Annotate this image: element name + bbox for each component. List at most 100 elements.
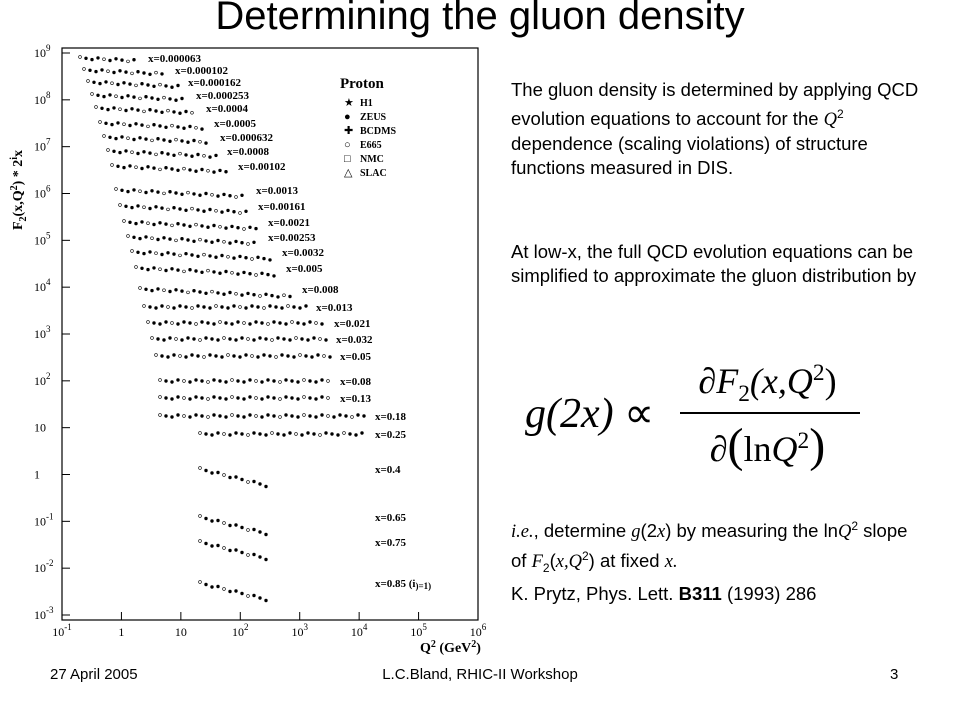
point-glyph <box>208 207 212 212</box>
tick-label: 102 <box>34 371 51 388</box>
point-glyph <box>154 251 158 255</box>
series-label-part: x=0.000063 <box>148 53 202 65</box>
legend-symbol: ✚ <box>344 125 353 137</box>
point-glyph <box>188 168 192 172</box>
point-glyph <box>248 225 252 230</box>
tick-base: 10 <box>351 625 363 639</box>
point-glyph <box>220 253 224 258</box>
tick-exponent: 2 <box>46 371 51 381</box>
point-glyph <box>194 126 198 130</box>
point-glyph <box>156 237 160 242</box>
point-glyph <box>260 397 264 401</box>
point-glyph <box>154 70 158 75</box>
point-glyph <box>182 223 186 227</box>
point-glyph <box>114 136 118 141</box>
point-glyph <box>256 305 260 309</box>
point-glyph <box>276 336 280 340</box>
point-glyph <box>356 413 360 417</box>
point-glyph <box>236 414 240 418</box>
point-glyph <box>216 470 220 475</box>
point-glyph <box>112 106 116 110</box>
point-glyph <box>186 336 190 340</box>
point-glyph <box>282 433 286 437</box>
tick-label: 108 <box>34 90 51 107</box>
point-glyph <box>204 141 208 145</box>
point-glyph <box>206 169 210 173</box>
point-glyph <box>246 480 250 484</box>
point-glyph <box>246 242 250 246</box>
point-glyph <box>152 166 156 170</box>
formula-part: ∂ <box>709 429 728 469</box>
point-glyph <box>188 321 192 325</box>
point-glyph <box>168 336 172 340</box>
legend-label: ZEUS <box>360 112 387 123</box>
tick-exponent: -3 <box>46 605 54 615</box>
point-glyph <box>96 56 100 60</box>
point-glyph <box>320 395 324 399</box>
series-label: x=0.18 <box>375 411 407 423</box>
point-glyph <box>240 591 244 596</box>
point-glyph <box>192 239 196 244</box>
point-glyph <box>176 395 180 399</box>
point-glyph <box>230 271 234 275</box>
point-glyph <box>110 81 114 85</box>
point-glyph <box>264 557 268 562</box>
point-glyph <box>198 237 202 242</box>
point-glyph <box>248 272 252 276</box>
point-glyph <box>200 224 204 228</box>
series-label: x=0.000063 <box>148 53 202 65</box>
point-glyph <box>278 397 282 401</box>
legend-symbol: ○ <box>344 139 351 151</box>
series-label: x=0.25 <box>375 429 407 441</box>
tick-label: 107 <box>34 137 51 154</box>
point-glyph <box>130 150 134 154</box>
point-glyph <box>308 379 312 383</box>
point-glyph <box>240 293 244 297</box>
series-label-part: x=0.85 (i <box>375 578 416 590</box>
point-glyph <box>120 135 124 139</box>
legend-symbol: △ <box>344 167 353 179</box>
point-glyph <box>262 306 266 310</box>
point-glyph <box>182 269 186 274</box>
point-glyph <box>240 477 244 482</box>
point-glyph <box>136 151 140 156</box>
point-glyph <box>186 238 190 242</box>
point-glyph <box>210 289 214 294</box>
point-glyph <box>176 125 180 129</box>
point-glyph <box>184 153 188 157</box>
text: 2 <box>542 561 550 575</box>
point-glyph <box>206 321 210 325</box>
point-glyph <box>162 191 166 196</box>
series-label: x=0.000632 <box>220 132 274 144</box>
paragraph: The gluon density is determined by apply… <box>511 78 921 180</box>
point-glyph <box>128 82 132 86</box>
point-glyph <box>226 306 230 310</box>
label-part: (x,Q <box>11 190 26 216</box>
legend-label: E665 <box>360 140 382 151</box>
formula-part: 2 <box>738 381 750 408</box>
point-glyph <box>242 380 246 384</box>
point-glyph <box>244 256 248 260</box>
series-label: x=0.021 <box>334 318 371 330</box>
tick-base: 10 <box>34 608 46 622</box>
point-glyph <box>210 471 214 475</box>
point-glyph <box>132 188 136 192</box>
point-glyph <box>190 206 194 211</box>
point-glyph <box>180 237 184 241</box>
point-glyph <box>222 546 226 550</box>
point-glyph <box>288 294 292 299</box>
point-glyph <box>168 237 172 241</box>
text: ) by measuring the ln <box>665 520 838 542</box>
point-glyph <box>224 380 228 384</box>
point-glyph <box>268 304 272 308</box>
point-glyph <box>212 223 216 228</box>
point-glyph <box>150 288 154 293</box>
label-part: ) * 2 <box>11 160 26 186</box>
point-glyph <box>188 224 192 229</box>
point-glyph <box>118 150 122 155</box>
figure: F2(x,Q2) * 2ix Q2 (GeV2) Proton ★ H1● ZEUS… <box>9 43 487 656</box>
point-glyph <box>194 269 198 273</box>
point-glyph <box>218 225 222 229</box>
point-glyph <box>90 57 94 62</box>
series-label: x=0.00253 <box>268 232 316 244</box>
